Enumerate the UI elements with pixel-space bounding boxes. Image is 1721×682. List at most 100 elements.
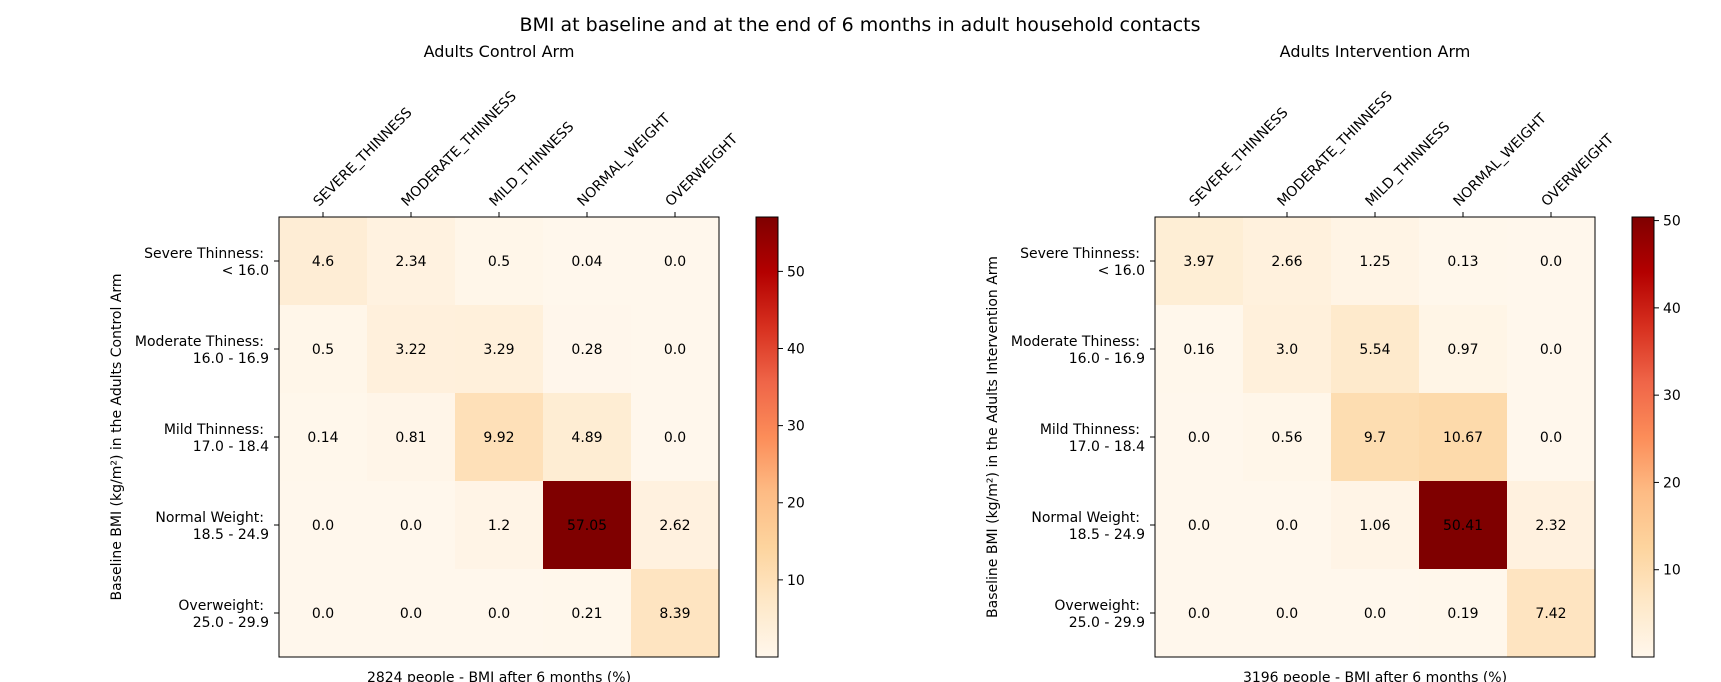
heatmap-cell [367, 305, 455, 393]
cell-value-label: 0.0 [1276, 518, 1298, 534]
heatmap-cell [631, 393, 719, 481]
colorbar-tick-label: 40 [1663, 301, 1681, 317]
figure-title: BMI at baseline and at the end of 6 mont… [519, 14, 1200, 36]
heatmap-cell [1243, 305, 1331, 393]
heatmap-cell [279, 305, 367, 393]
heatmap-cell [1419, 393, 1507, 481]
heatmap-cell [1507, 305, 1595, 393]
heatmap-cell [367, 481, 455, 569]
heatmap-cell [1155, 217, 1243, 305]
cell-value-label: 0.14 [307, 430, 338, 446]
heatmap-cell [1331, 481, 1419, 569]
cell-value-label: 0.13 [1447, 254, 1478, 270]
cell-value-label: 0.5 [312, 342, 334, 358]
heatmap-cell [631, 569, 719, 657]
cell-value-label: 2.62 [659, 518, 690, 534]
cell-value-label: 0.21 [571, 606, 602, 622]
subplot-title: Adults Intervention Arm [1280, 42, 1471, 61]
heatmap-cell [455, 393, 543, 481]
cell-value-label: 4.89 [571, 430, 602, 446]
cell-value-label: 0.0 [1188, 606, 1210, 622]
y-tick-label-category: Mild Thinness: [1040, 422, 1140, 438]
colorbar-tick-label: 30 [787, 419, 805, 435]
cell-value-label: 0.0 [400, 518, 422, 534]
heatmap-cell [279, 569, 367, 657]
cell-value-label: 57.05 [567, 518, 607, 534]
heatmap-cell [1155, 305, 1243, 393]
cell-value-label: 0.0 [312, 518, 334, 534]
heatmap-cell [1331, 393, 1419, 481]
heatmap-cell [1507, 393, 1595, 481]
heatmap-cell [1243, 481, 1331, 569]
cell-value-label: 7.42 [1535, 606, 1566, 622]
subplot-title: Adults Control Arm [424, 42, 575, 61]
cell-value-label: 0.0 [1364, 606, 1386, 622]
cell-value-label: 3.0 [1276, 342, 1298, 358]
cell-value-label: 0.0 [488, 606, 510, 622]
y-axis-label: Baseline BMI (kg/m²) in the Adults Inter… [985, 256, 1001, 618]
heatmap-cell [1507, 217, 1595, 305]
cell-value-label: 0.0 [1540, 342, 1562, 358]
heatmap-cell [1155, 569, 1243, 657]
cell-value-label: 0.0 [664, 430, 686, 446]
cell-value-label: 2.66 [1271, 254, 1302, 270]
y-tick-label-range: 25.0 - 29.9 [1069, 615, 1145, 631]
colorbar-tick-label: 40 [787, 341, 805, 357]
cell-value-label: 1.25 [1359, 254, 1390, 270]
colorbar-tick-label: 50 [1663, 214, 1681, 230]
x-axis-label: 3196 people - BMI after 6 months (%) [1243, 670, 1507, 682]
cell-value-label: 8.39 [659, 606, 690, 622]
cell-value-label: 0.0 [312, 606, 334, 622]
cell-value-label: 0.0 [1276, 606, 1298, 622]
heatmap-cell [631, 217, 719, 305]
colorbar-tick-label: 30 [1663, 388, 1681, 404]
y-tick-label-category: Normal Weight: [155, 510, 264, 526]
cell-value-label: 0.19 [1447, 606, 1478, 622]
cell-value-label: 0.81 [395, 430, 426, 446]
cell-value-label: 0.56 [1271, 430, 1302, 446]
heatmap-cell [1155, 481, 1243, 569]
heatmap-cell [279, 217, 367, 305]
cell-value-label: 0.0 [1188, 518, 1210, 534]
y-tick-label-category: Mild Thinness: [164, 422, 264, 438]
y-tick-label-range: 16.0 - 16.9 [193, 351, 269, 367]
y-tick-label-range: 16.0 - 16.9 [1069, 351, 1145, 367]
heatmap-cell [279, 481, 367, 569]
heatmap-cell [455, 305, 543, 393]
heatmap-cell [1419, 569, 1507, 657]
colorbar [1631, 216, 1655, 658]
y-tick-label-category: Normal Weight: [1031, 510, 1140, 526]
heatmap-cell [1419, 481, 1507, 569]
colorbar-tick-label: 10 [787, 573, 805, 589]
cell-value-label: 10.67 [1443, 430, 1483, 446]
y-tick-label-category: Overweight: [1054, 598, 1140, 614]
colorbar [755, 216, 779, 658]
heatmap-cell [1507, 569, 1595, 657]
heatmap-cell [1243, 393, 1331, 481]
colorbar-tick-label: 10 [1663, 563, 1681, 579]
cell-value-label: 5.54 [1359, 342, 1390, 358]
cell-value-label: 9.7 [1364, 430, 1386, 446]
heatmap-cell [1419, 217, 1507, 305]
y-axis-label: Baseline BMI (kg/m²) in the Adults Contr… [109, 273, 125, 600]
cell-value-label: 0.04 [571, 254, 602, 270]
colorbar-tick-label: 50 [787, 264, 805, 280]
cell-value-label: 4.6 [312, 254, 334, 270]
heatmap-cell [455, 217, 543, 305]
cell-value-label: 2.34 [395, 254, 426, 270]
heatmap-cell [631, 305, 719, 393]
y-tick-label-range: 17.0 - 18.4 [193, 439, 269, 455]
heatmap-cell [1331, 305, 1419, 393]
heatmap-cell [367, 569, 455, 657]
heatmap-cell [279, 393, 367, 481]
y-tick-label-category: Overweight: [178, 598, 264, 614]
cell-value-label: 0.16 [1183, 342, 1214, 358]
cell-value-label: 3.29 [483, 342, 514, 358]
y-tick-label-range: 17.0 - 18.4 [1069, 439, 1145, 455]
heatmap-cell [1243, 569, 1331, 657]
x-axis-label: 2824 people - BMI after 6 months (%) [367, 670, 631, 682]
heatmap-cell [631, 481, 719, 569]
y-tick-label-range: < 16.0 [1098, 263, 1145, 279]
y-tick-label-range: 18.5 - 24.9 [193, 527, 269, 543]
y-tick-label-category: Severe Thinness: [144, 246, 264, 262]
